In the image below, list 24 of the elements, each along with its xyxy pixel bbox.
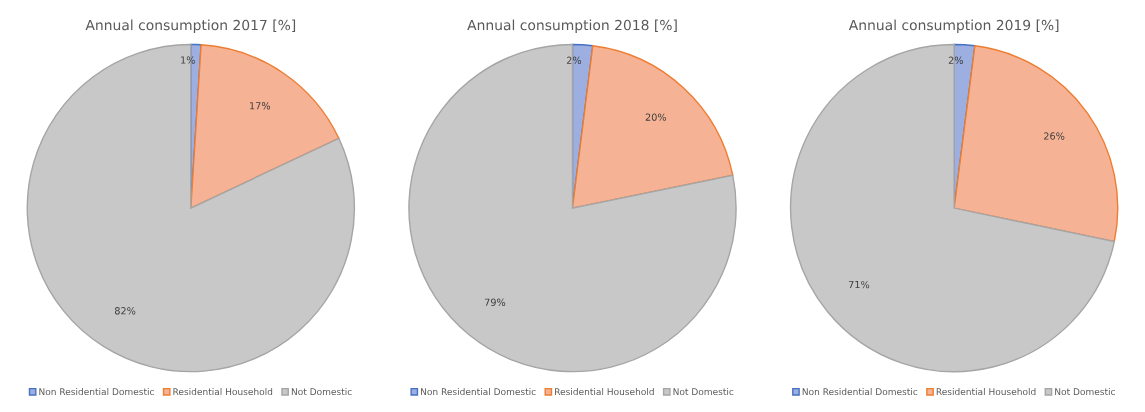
legend-label: Not Domestic <box>673 388 734 396</box>
legend-label: Non Residential Domestic <box>39 388 154 396</box>
data-label: 26% <box>1044 132 1065 140</box>
pie-slice <box>408 43 737 373</box>
data-label: 82% <box>114 307 136 315</box>
legend-label: Residential Household <box>555 388 654 396</box>
legend-label: Not Domestic <box>291 388 352 396</box>
legend-label: Non Residential Domestic <box>421 388 536 396</box>
legend-label: Not Domestic <box>1055 388 1115 396</box>
pie-slice <box>789 43 1115 373</box>
chart-title: Annual consumption 2018 [%] <box>467 19 677 33</box>
legend-label: Residential Household <box>936 388 1036 396</box>
data-label: 1% <box>181 56 195 64</box>
legend-label: Residential Household <box>173 388 273 396</box>
data-label: 20% <box>645 113 667 121</box>
chart-title: Annual consumption 2019 [%] <box>848 19 1059 33</box>
data-label: 17% <box>250 102 271 110</box>
legend-label: Non Residential Domestic <box>802 388 918 396</box>
data-label: 2% <box>948 56 963 64</box>
chart-title: Annual consumption 2017 [%] <box>85 19 296 33</box>
pie-slice <box>26 43 356 373</box>
data-label: 79% <box>484 298 506 306</box>
data-label: 71% <box>848 280 870 289</box>
data-label: 2% <box>566 56 582 64</box>
